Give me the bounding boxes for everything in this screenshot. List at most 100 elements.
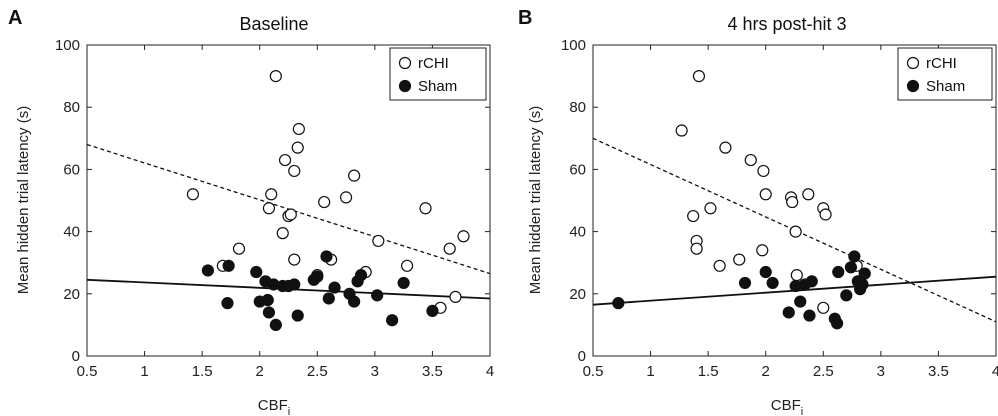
point-sham bbox=[386, 314, 399, 327]
point-sham bbox=[782, 306, 795, 319]
panel-letter: B bbox=[518, 7, 532, 29]
point-sham bbox=[397, 276, 410, 290]
data-points bbox=[612, 69, 871, 330]
panel-b: B 4 hrs post-hit 3 Mean hidden trial lat… bbox=[518, 7, 998, 416]
x-tick-label: 2 bbox=[762, 363, 770, 380]
legend: rCHI Sham bbox=[897, 47, 993, 101]
point-sham bbox=[348, 295, 361, 308]
point-rchi bbox=[687, 209, 700, 223]
x-axis-label: CBFi bbox=[258, 397, 290, 416]
x-tick-label: 1 bbox=[646, 363, 654, 380]
y-tick-label: 80 bbox=[569, 99, 586, 116]
x-tick-label: 2.5 bbox=[307, 363, 328, 380]
point-sham bbox=[840, 289, 853, 302]
point-sham bbox=[832, 265, 845, 279]
point-rchi bbox=[443, 242, 456, 255]
point-sham bbox=[371, 289, 384, 302]
point-rchi bbox=[276, 227, 289, 240]
x-tick-label: 3.5 bbox=[422, 363, 443, 380]
point-rchi bbox=[278, 153, 292, 167]
x-axis-label-subscript: i bbox=[288, 406, 290, 416]
point-rchi bbox=[692, 69, 706, 83]
legend-marker-rchi bbox=[398, 56, 412, 70]
point-rchi bbox=[291, 141, 304, 154]
point-rchi bbox=[269, 69, 282, 83]
x-tick-label: 1.5 bbox=[192, 363, 213, 380]
y-tick-label: 40 bbox=[569, 224, 586, 241]
x-tick-label: 0.5 bbox=[77, 363, 98, 380]
legend-label-rchi: rCHI bbox=[926, 55, 957, 72]
y-tick-label: 40 bbox=[63, 224, 80, 241]
x-tick-label: 2.5 bbox=[813, 363, 834, 380]
x-axis-label-subscript: i bbox=[801, 406, 803, 416]
legend-marker-sham bbox=[906, 79, 920, 93]
point-rchi bbox=[262, 202, 276, 215]
x-tick-label: 3 bbox=[371, 363, 379, 380]
fit-line-rchi bbox=[592, 137, 997, 323]
point-sham bbox=[844, 261, 858, 274]
legend-marker-sham bbox=[398, 79, 412, 93]
point-sham bbox=[262, 306, 276, 319]
point-rchi bbox=[348, 169, 361, 182]
point-sham bbox=[848, 250, 861, 263]
chart-title: 4 hrs post-hit 3 bbox=[727, 14, 846, 34]
point-sham bbox=[201, 264, 214, 277]
point-rchi bbox=[457, 230, 470, 243]
point-rchi bbox=[232, 242, 246, 255]
point-sham bbox=[858, 267, 871, 280]
point-rchi bbox=[744, 153, 757, 167]
y-tick-label: 60 bbox=[569, 161, 586, 178]
x-axis-label-main: CBF bbox=[771, 397, 801, 414]
point-rchi bbox=[288, 164, 301, 178]
data-points bbox=[186, 69, 470, 331]
point-sham bbox=[250, 265, 263, 279]
point-sham bbox=[222, 259, 235, 272]
panel-letter: A bbox=[8, 7, 22, 29]
plot-area bbox=[86, 44, 491, 357]
point-rchi bbox=[265, 188, 278, 201]
point-sham bbox=[738, 276, 752, 290]
point-sham bbox=[856, 278, 869, 291]
plot-area bbox=[592, 44, 997, 357]
point-rchi bbox=[372, 234, 385, 248]
x-tick-label: 4 bbox=[992, 363, 998, 380]
point-rchi bbox=[675, 124, 688, 137]
point-rchi bbox=[318, 195, 331, 209]
point-sham bbox=[311, 270, 324, 283]
y-tick-label: 100 bbox=[55, 37, 80, 54]
x-tick-label: 3 bbox=[877, 363, 885, 380]
point-rchi bbox=[288, 253, 301, 266]
point-sham bbox=[322, 292, 335, 305]
x-axis-label-main: CBF bbox=[258, 397, 288, 414]
point-rchi bbox=[817, 301, 830, 314]
legend-label-rchi: rCHI bbox=[418, 55, 449, 72]
x-tick-label: 4 bbox=[486, 363, 494, 380]
point-sham bbox=[831, 317, 844, 330]
legend-label-sham: Sham bbox=[418, 78, 457, 95]
y-tick-label: 60 bbox=[63, 161, 80, 178]
point-sham bbox=[269, 318, 282, 331]
x-tick-label: 0.5 bbox=[583, 363, 604, 380]
y-tick-label: 80 bbox=[63, 99, 80, 116]
point-rchi bbox=[284, 208, 297, 221]
point-sham bbox=[261, 293, 274, 307]
point-sham bbox=[794, 295, 807, 308]
point-sham bbox=[291, 309, 304, 322]
y-axis-label: Mean hidden trial latency (s) bbox=[527, 106, 544, 294]
point-sham bbox=[426, 304, 439, 318]
x-tick-label: 3.5 bbox=[928, 363, 949, 380]
point-sham bbox=[328, 281, 341, 294]
point-rchi bbox=[713, 259, 726, 272]
point-rchi bbox=[756, 244, 769, 257]
point-sham bbox=[320, 250, 333, 263]
point-sham bbox=[759, 265, 772, 279]
x-tick-label: 1.5 bbox=[698, 363, 719, 380]
point-rchi bbox=[186, 188, 200, 201]
point-sham bbox=[805, 275, 818, 288]
legend-label-sham: Sham bbox=[926, 78, 965, 95]
y-axis-label: Mean hidden trial latency (s) bbox=[15, 106, 32, 294]
point-rchi bbox=[449, 290, 462, 304]
point-rchi bbox=[704, 202, 717, 215]
point-rchi bbox=[690, 242, 703, 255]
